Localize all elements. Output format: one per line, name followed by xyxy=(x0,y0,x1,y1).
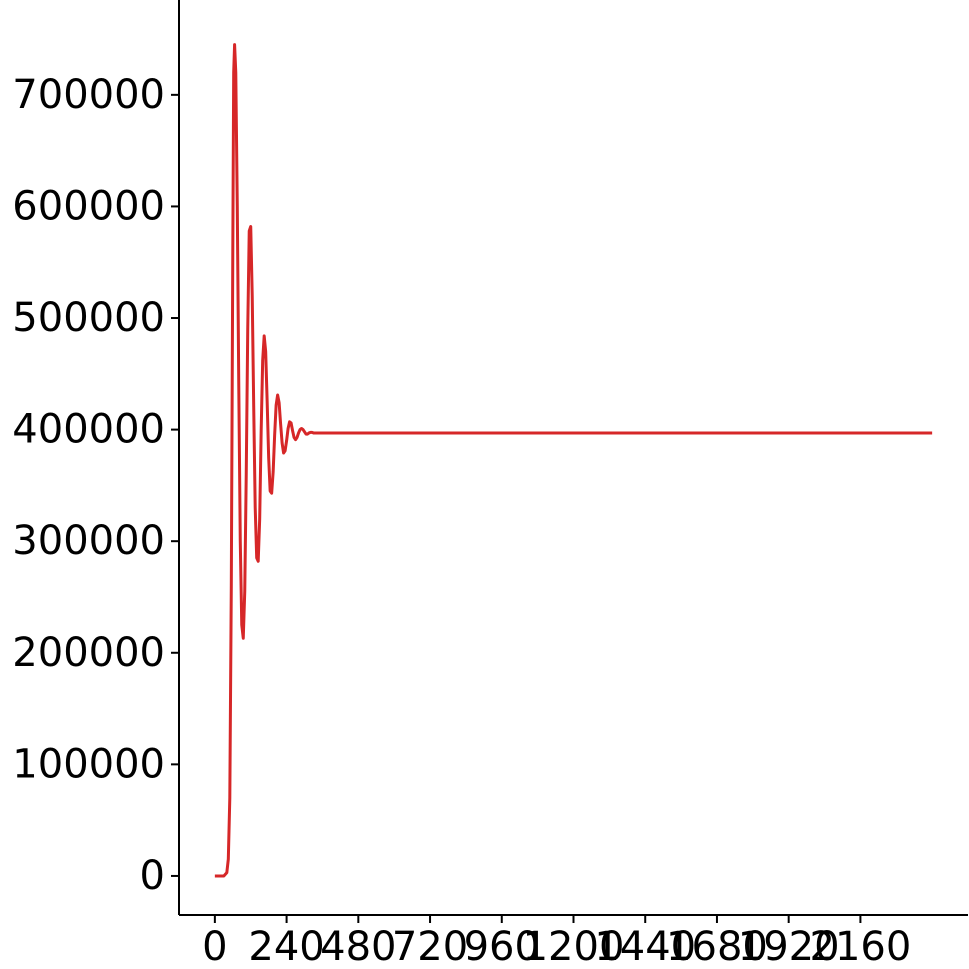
y-tick-label: 0 xyxy=(140,853,165,899)
x-tick-label: 1440 xyxy=(594,924,696,969)
x-tick-label: 0 xyxy=(202,924,227,969)
x-tick-label: 1680 xyxy=(666,924,768,969)
series-line xyxy=(214,43,933,878)
series-layer xyxy=(214,43,933,878)
y-tick-label: 100000 xyxy=(12,741,165,787)
axes xyxy=(178,0,968,916)
x-tick-label: 2160 xyxy=(810,924,912,969)
y-tick-label: 200000 xyxy=(12,630,165,676)
y-tick-label: 700000 xyxy=(12,72,165,118)
y-tick-label: 400000 xyxy=(12,407,165,453)
y-axis-ticks: 0 100000 200000 300000 400000 500000 600000 700… xyxy=(12,72,179,899)
y-tick-label: 600000 xyxy=(12,183,165,229)
x-tick-label: 1200 xyxy=(523,924,625,969)
x-tick-label: 240 xyxy=(248,924,324,969)
x-tick-label: 1920 xyxy=(738,924,840,969)
x-tick-label: 480 xyxy=(320,924,396,969)
x-tick-label: 720 xyxy=(392,924,468,969)
x-tick-label: 960 xyxy=(464,924,540,969)
y-tick-label: 500000 xyxy=(12,295,165,341)
y-tick-label: 300000 xyxy=(12,518,165,564)
